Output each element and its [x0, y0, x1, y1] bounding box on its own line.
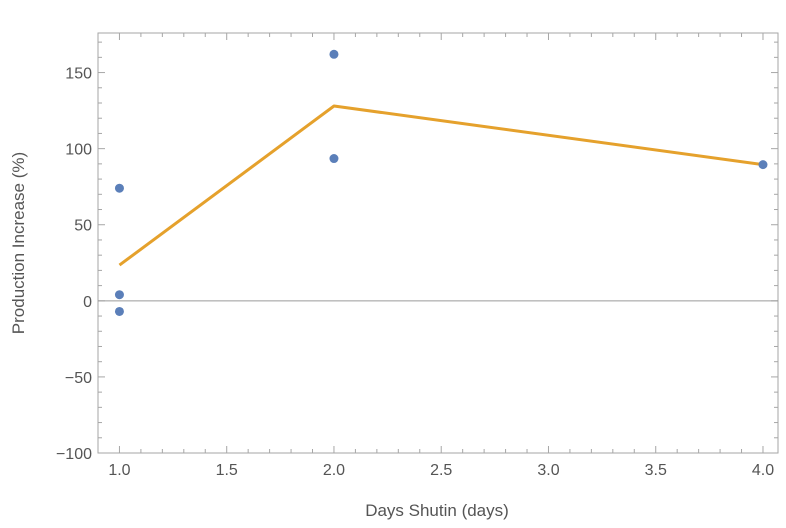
data-point [329, 49, 339, 59]
x-axis-label: Days Shutin (days) [365, 501, 509, 520]
y-tick-label: −50 [65, 370, 92, 387]
data-point [114, 290, 124, 300]
data-point [114, 306, 124, 316]
scatter-series [114, 49, 768, 316]
plot-frame [97, 32, 779, 454]
x-tick-label: 1.5 [216, 462, 238, 479]
x-tick-label: 4.0 [752, 462, 774, 479]
y-tick-label: 50 [74, 218, 92, 235]
x-tick-label: 3.0 [537, 462, 559, 479]
tick-marks [97, 33, 778, 454]
x-tick-label: 1.0 [108, 462, 130, 479]
data-point [329, 154, 339, 164]
plot-border [97, 32, 779, 454]
y-tick-label: −100 [56, 446, 92, 463]
fit-line-series [118, 104, 764, 267]
x-tick-label: 3.5 [645, 462, 667, 479]
tick-labels: 1.0 1.5 2.0 2.5 3.0 3.5 4.0 −100 −50 0 50 100 150 [56, 66, 774, 479]
y-axis-label: Production Increase (%) [9, 152, 28, 334]
fit-line [118, 104, 764, 267]
y-tick-label: 100 [65, 142, 92, 159]
data-point [114, 183, 124, 193]
x-tick-label: 2.5 [430, 462, 452, 479]
data-point [758, 160, 768, 170]
y-tick-label: 0 [83, 294, 92, 311]
x-tick-label: 2.0 [323, 462, 345, 479]
y-tick-label: 150 [65, 66, 92, 83]
